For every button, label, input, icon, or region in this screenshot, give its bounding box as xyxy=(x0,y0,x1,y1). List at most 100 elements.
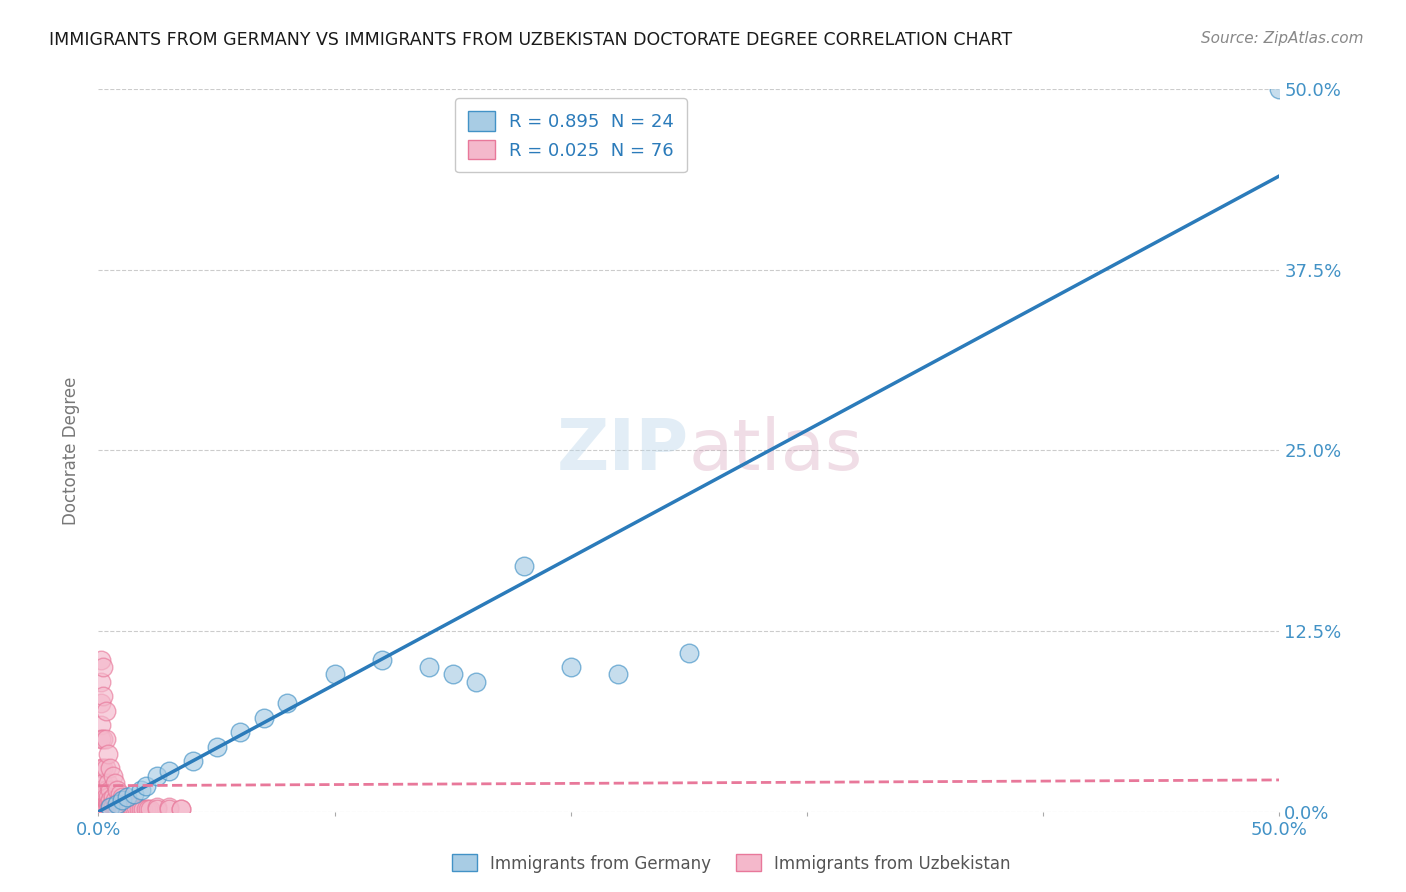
Point xyxy=(560,660,582,674)
Point xyxy=(90,802,112,816)
Point xyxy=(94,732,117,747)
Point xyxy=(97,747,120,761)
Point xyxy=(94,704,117,718)
Point xyxy=(157,800,180,814)
Point xyxy=(90,793,112,807)
Point xyxy=(90,776,112,790)
Point xyxy=(229,725,252,739)
Point xyxy=(97,776,120,790)
Point xyxy=(101,769,124,783)
Point xyxy=(125,800,148,814)
Point xyxy=(170,802,193,816)
Point xyxy=(129,783,152,797)
Y-axis label: Doctorate Degree: Doctorate Degree xyxy=(62,376,80,524)
Point xyxy=(105,802,128,816)
Point xyxy=(122,800,145,814)
Point xyxy=(90,653,112,667)
Point xyxy=(91,689,114,703)
Point xyxy=(101,799,124,814)
Point xyxy=(90,674,112,689)
Point xyxy=(94,790,117,805)
Point xyxy=(94,783,117,797)
Point xyxy=(98,783,121,797)
Point xyxy=(98,793,121,807)
Point xyxy=(108,799,131,814)
Point xyxy=(97,797,120,812)
Point xyxy=(94,797,117,812)
Point xyxy=(112,802,135,816)
Text: atlas: atlas xyxy=(689,416,863,485)
Point xyxy=(104,776,127,790)
Point xyxy=(91,776,114,790)
Point xyxy=(97,802,120,816)
Point xyxy=(104,800,127,814)
Point xyxy=(170,802,193,816)
Point xyxy=(90,696,112,710)
Point xyxy=(441,667,464,681)
Point xyxy=(276,696,298,710)
Point xyxy=(91,790,114,805)
Point xyxy=(90,797,112,812)
Point xyxy=(91,660,114,674)
Point xyxy=(129,802,152,816)
Point xyxy=(115,796,138,810)
Point xyxy=(253,711,276,725)
Point xyxy=(139,802,162,816)
Point xyxy=(146,802,169,816)
Point xyxy=(105,797,128,812)
Point xyxy=(91,797,114,812)
Point xyxy=(1268,82,1291,96)
Point xyxy=(91,799,114,814)
Point xyxy=(91,802,114,816)
Point xyxy=(118,797,141,812)
Point xyxy=(146,800,169,814)
Point xyxy=(122,788,145,802)
Point xyxy=(90,799,112,814)
Point xyxy=(678,646,700,660)
Point xyxy=(108,788,131,802)
Legend: R = 0.895  N = 24, R = 0.025  N = 76: R = 0.895 N = 24, R = 0.025 N = 76 xyxy=(456,98,686,172)
Point xyxy=(105,796,128,810)
Point xyxy=(91,800,114,814)
Point xyxy=(205,739,228,754)
Point xyxy=(111,800,134,814)
Point xyxy=(135,779,157,793)
Point xyxy=(90,761,112,775)
Point xyxy=(104,793,127,807)
Point xyxy=(91,761,114,775)
Point xyxy=(135,802,157,816)
Point xyxy=(94,803,117,817)
Text: IMMIGRANTS FROM GERMANY VS IMMIGRANTS FROM UZBEKISTAN DOCTORATE DEGREE CORRELATI: IMMIGRANTS FROM GERMANY VS IMMIGRANTS FR… xyxy=(49,31,1012,49)
Point xyxy=(94,761,117,775)
Point xyxy=(94,800,117,814)
Point xyxy=(418,660,440,674)
Point xyxy=(115,790,138,805)
Point xyxy=(111,790,134,805)
Text: Source: ZipAtlas.com: Source: ZipAtlas.com xyxy=(1201,31,1364,46)
Point xyxy=(101,790,124,805)
Point xyxy=(132,802,155,816)
Point xyxy=(90,718,112,732)
Point xyxy=(90,790,112,805)
Point xyxy=(90,732,112,747)
Point xyxy=(90,803,112,817)
Point xyxy=(91,732,114,747)
Point xyxy=(465,674,488,689)
Point xyxy=(157,764,180,779)
Point xyxy=(94,802,117,816)
Point xyxy=(157,802,180,816)
Point xyxy=(128,802,150,816)
Point xyxy=(121,799,143,814)
Point xyxy=(98,799,121,814)
Point xyxy=(98,803,121,817)
Point xyxy=(512,559,534,574)
Point xyxy=(98,800,121,814)
Point xyxy=(181,754,204,768)
Point xyxy=(112,793,135,807)
Point xyxy=(111,793,134,807)
Legend: Immigrants from Germany, Immigrants from Uzbekistan: Immigrants from Germany, Immigrants from… xyxy=(444,847,1018,880)
Point xyxy=(136,802,159,816)
Point xyxy=(90,783,112,797)
Point xyxy=(98,761,121,775)
Point xyxy=(146,769,169,783)
